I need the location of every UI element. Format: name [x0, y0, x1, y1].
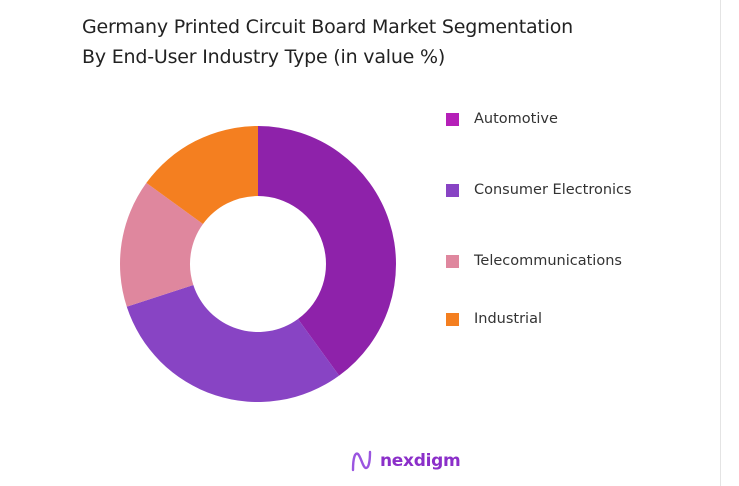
logo-text: nexdigm: [380, 451, 461, 471]
divider-line: [720, 0, 721, 486]
nexdigm-logo-icon: [351, 450, 372, 472]
legend-label: Automotive: [474, 111, 558, 127]
legend-label: Industrial: [474, 311, 543, 327]
legend-label: Telecommunications: [474, 253, 622, 269]
chart-title-line-2: By End-User Industry Type (in value %): [82, 46, 446, 68]
nexdigm-logo: nexdigm: [350, 450, 461, 472]
legend-swatch: [446, 312, 459, 326]
donut-slice-industrial[interactable]: [146, 126, 258, 225]
donut-slice-automotive[interactable]: [258, 126, 396, 376]
legend-swatch: [446, 112, 459, 126]
legend-swatch: [446, 183, 459, 197]
chart-title: Germany Printed Circuit Board Market Seg…: [82, 12, 573, 72]
donut-slice-telecommunications[interactable]: [120, 182, 203, 307]
legend-item-consumer-electronics[interactable]: Consumer Electronics: [446, 182, 632, 198]
chart-title-line-1: Germany Printed Circuit Board Market Seg…: [82, 16, 574, 38]
legend-item-automotive[interactable]: Automotive: [446, 111, 558, 127]
legend-item-telecommunications[interactable]: Telecommunications: [446, 253, 622, 269]
legend-swatch: [446, 254, 459, 268]
legend-item-industrial[interactable]: Industrial: [446, 311, 542, 327]
legend-label: Consumer Electronics: [474, 182, 632, 198]
donut-slice-consumer-electronics[interactable]: [126, 285, 340, 402]
